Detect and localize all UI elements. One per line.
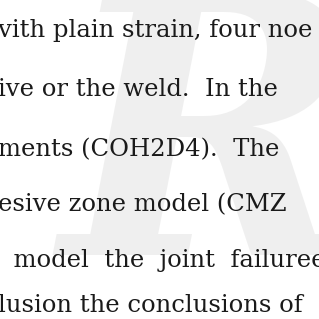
Text: ments (COH2D4).  The: ments (COH2D4). The xyxy=(0,138,279,161)
Text: lusion the conclusions of: lusion the conclusions of xyxy=(0,293,303,316)
Text: ive or the weld.  In the: ive or the weld. In the xyxy=(0,78,278,101)
Text: esive zone model (CMZ: esive zone model (CMZ xyxy=(0,194,287,217)
Text: model  the  joint  failuree: model the joint failuree xyxy=(0,249,319,271)
Text: R: R xyxy=(60,0,319,319)
Text: vith plain strain, four noe: vith plain strain, four noe xyxy=(0,19,312,41)
